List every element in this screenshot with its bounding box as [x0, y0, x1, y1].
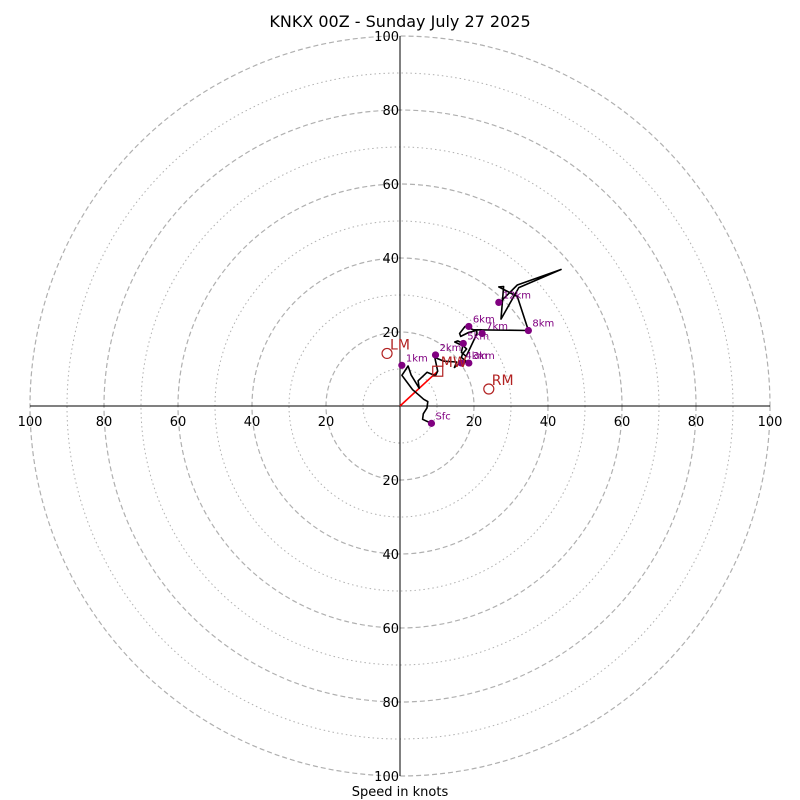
x-tick-label: 60 [614, 415, 631, 430]
storm-motion-marker-MW [432, 365, 444, 377]
x-tick-label: 40 [540, 415, 557, 430]
height-marker-1km [398, 361, 406, 369]
x-tick-label: 80 [96, 415, 113, 430]
height-label-7km: 7km [486, 321, 508, 332]
y-tick-label: 80 [382, 104, 399, 119]
x-tick-label: 100 [758, 415, 783, 430]
height-label-6km: 6km [473, 314, 495, 325]
x-tick-label: 80 [688, 415, 705, 430]
storm-motion-marker-LM [381, 347, 393, 360]
wind-trace [401, 268, 562, 425]
x-tick-label: 40 [244, 415, 261, 430]
y-tick-label: 20 [382, 474, 399, 489]
x-tick-label: 100 [18, 415, 43, 430]
height-label-12km: 12km [503, 290, 531, 301]
storm-motion-label-RM: RM [492, 373, 514, 389]
height-label-1km: 1km [406, 353, 428, 364]
height-marker-3km [465, 359, 473, 367]
height-marker-7km [478, 329, 486, 338]
height-marker-4km [457, 359, 466, 367]
height-label-2km: 2km [440, 343, 462, 354]
y-tick-label: 80 [382, 696, 399, 711]
height-marker-12km [495, 298, 503, 306]
x-tick-label: 20 [466, 415, 483, 430]
storm-motion-marker-RM [483, 383, 495, 395]
height-label-3km: 3km [473, 351, 495, 362]
storm-motion-label-LM: LM [390, 337, 410, 353]
chart-title: KNKX 00Z - Sunday July 27 2025 [269, 12, 530, 31]
hodograph-line [401, 268, 562, 425]
height-marker-6km [465, 322, 473, 331]
height-label-5km: 5km [467, 331, 489, 342]
x-tick-label: 60 [170, 415, 187, 430]
height-label-4km: 4km [465, 351, 487, 362]
x-tick-label: 20 [318, 415, 335, 430]
height-label-8km: 8km [532, 319, 554, 330]
height-marker-5km [459, 339, 467, 348]
x-axis-label: Speed in knots [352, 785, 449, 800]
y-tick-label: 40 [382, 252, 399, 267]
storm-motion-label-MW: MW [441, 355, 467, 371]
y-tick-label: 100 [374, 770, 399, 785]
y-tick-label: 100 [374, 30, 399, 45]
storm-motion-markers: LM RM MW [381, 337, 514, 395]
height-label-Sfc: Sfc [435, 411, 450, 422]
height-marker-8km [524, 326, 532, 335]
y-tick-label: 60 [382, 622, 399, 637]
y-tick-label: 60 [382, 178, 399, 193]
height-marker-2km [431, 351, 440, 359]
y-tick-label: 40 [382, 548, 399, 563]
y-tick-label: 20 [382, 326, 399, 341]
tick-labels: 100 80 60 40 20 20 40 60 80 100 100 80 60 40 20 20 40 60 8… [18, 30, 783, 785]
height-marker-Sfc [427, 419, 436, 427]
